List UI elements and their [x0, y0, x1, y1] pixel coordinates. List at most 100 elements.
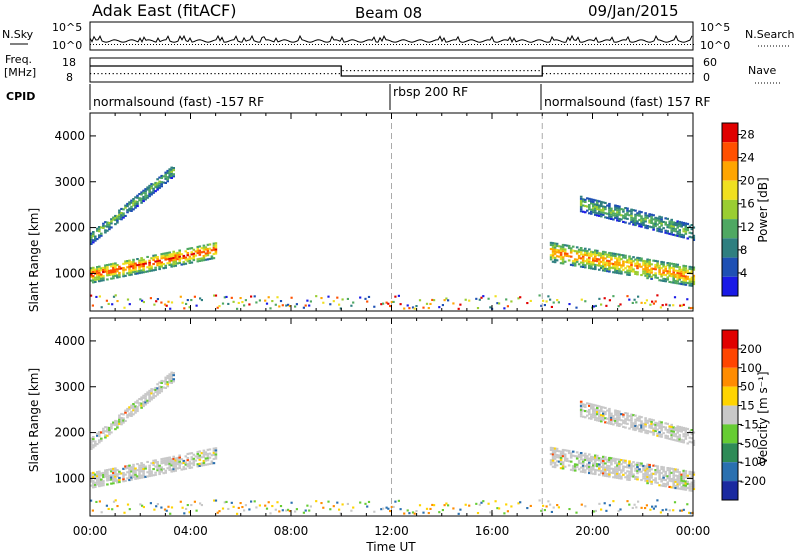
echo-cell	[150, 462, 153, 465]
y-tick-label: 3000	[54, 175, 85, 189]
colorbar-swatch	[722, 199, 738, 220]
echo-cell	[602, 464, 605, 467]
echo-cell	[553, 447, 557, 450]
echo-cell	[612, 254, 615, 257]
echo-cell	[628, 222, 631, 225]
echo-cell	[274, 508, 277, 511]
echo-cell	[166, 254, 169, 257]
echo-cell	[154, 256, 157, 259]
echo-cell	[666, 422, 669, 425]
nave-dot	[500, 70, 502, 72]
echo-cell	[114, 214, 117, 217]
echo-cell	[166, 251, 169, 254]
echo-cell	[630, 471, 633, 474]
echo-cell	[202, 464, 206, 467]
echo-cell	[427, 307, 430, 310]
echo-cell	[557, 456, 561, 459]
echo-cell	[614, 457, 617, 460]
echo-cell	[102, 471, 105, 474]
echo-cell	[128, 203, 131, 206]
echo-cell	[682, 469, 685, 472]
echo-cell	[96, 276, 99, 279]
echo-cell	[557, 506, 560, 509]
echo-cell	[212, 447, 216, 450]
echo-cell	[579, 400, 583, 403]
echo-cell	[664, 479, 667, 482]
nsearch-dot	[171, 44, 172, 45]
echo-cell	[604, 201, 607, 204]
echo-cell	[594, 213, 597, 216]
echo-cell	[616, 205, 619, 208]
echo-cell	[638, 468, 641, 471]
nave-dot	[376, 70, 378, 72]
echo-cell	[106, 428, 109, 431]
echo-cell	[551, 455, 555, 458]
echo-cell	[559, 255, 563, 258]
echo-cell	[670, 266, 673, 269]
echo-cell	[678, 270, 681, 273]
echo-cell	[94, 473, 97, 476]
echo-cell	[132, 260, 135, 263]
nave-dot	[142, 73, 144, 75]
echo-cell	[134, 473, 137, 476]
echo-cell	[164, 181, 167, 184]
echo-cell	[164, 457, 167, 460]
echo-cell	[592, 209, 595, 212]
echo-cell	[126, 272, 129, 275]
nsearch-dot	[318, 44, 319, 45]
echo-cell	[678, 436, 681, 439]
echo-cell	[494, 500, 497, 503]
echo-cell	[140, 404, 143, 407]
echo-cell	[163, 508, 167, 511]
echo-cell	[654, 264, 657, 267]
echo-cell	[178, 454, 181, 457]
echo-cell	[170, 265, 173, 268]
nave-dot	[670, 73, 672, 75]
echo-cell	[158, 259, 161, 262]
echo-cell	[612, 457, 615, 460]
echo-cell	[588, 469, 591, 472]
echo-cell	[569, 468, 573, 471]
echo-cell	[164, 252, 167, 255]
y-tick-label: 4000	[54, 129, 85, 143]
echo-cell	[457, 512, 460, 515]
echo-cell	[672, 509, 675, 512]
echo-cell	[563, 250, 567, 253]
echo-cell	[294, 305, 297, 308]
echo-cell	[668, 304, 671, 307]
echo-cell	[692, 281, 696, 284]
echo-cell	[98, 435, 101, 438]
echo-cell	[640, 416, 643, 419]
echo-cell	[656, 266, 659, 269]
nsearch-dot	[525, 44, 526, 45]
echo-cell	[658, 228, 661, 231]
echo-cell	[579, 195, 583, 198]
echo-cell	[134, 407, 137, 410]
echo-cell	[164, 471, 167, 474]
echo-cell	[150, 267, 153, 270]
echo-cell	[110, 478, 113, 481]
echo-cell	[670, 436, 673, 439]
echo-cell	[114, 473, 117, 476]
echo-cell	[644, 423, 647, 426]
echo-cell	[549, 298, 552, 301]
echo-cell	[686, 282, 690, 285]
echo-cell	[680, 438, 683, 441]
echo-cell	[684, 427, 688, 430]
echo-cell	[140, 406, 143, 409]
echo-cell	[164, 264, 167, 267]
echo-cell	[596, 249, 599, 252]
echo-cell	[579, 411, 583, 414]
echo-cell	[617, 305, 620, 308]
echo-cell	[690, 473, 694, 476]
echo-cell	[690, 487, 694, 490]
echo-cell	[624, 418, 627, 421]
echo-cell	[672, 468, 675, 471]
echo-cell	[666, 230, 669, 233]
nsearch-dot	[93, 44, 94, 45]
echo-cell	[551, 252, 555, 255]
echo-cell	[124, 419, 127, 422]
echo-cell	[622, 268, 625, 271]
nsearch-dot	[609, 44, 610, 45]
echo-cell	[682, 433, 685, 436]
